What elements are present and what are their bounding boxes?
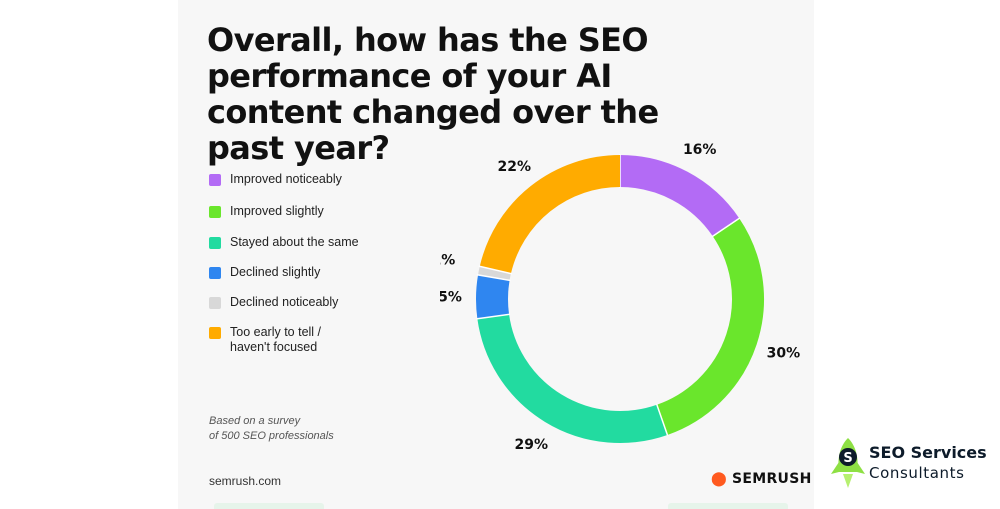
chart-title: Overall, how has the SEO performance of … (207, 21, 659, 167)
semrush-logo: ⬤ SEMRUSH (711, 471, 812, 487)
slice-separator (478, 265, 513, 275)
donut-slice-5 (479, 155, 621, 274)
flame-icon: ⬤ (711, 471, 727, 487)
slice-label-5: 22% (498, 159, 532, 175)
slice-label-4: 1% (440, 253, 455, 269)
legend-swatch (209, 267, 221, 279)
footer-tab (668, 503, 788, 509)
legend-label: Declined noticeably (230, 295, 339, 309)
legend-item-declined-noticeably: Declined noticeably (209, 295, 338, 310)
legend-item-improved-noticeably: Improved noticeably (209, 172, 342, 187)
watermark-line1: SEO Services (869, 443, 987, 462)
legend-swatch (209, 174, 221, 186)
legend-label: Improved noticeably (230, 172, 342, 186)
watermark-line2: Consultants (869, 464, 965, 482)
slice-separator (476, 274, 511, 282)
legend-label: Declined slightly (230, 265, 321, 279)
legend-swatch (209, 327, 221, 339)
donut-slice-0 (619, 155, 740, 237)
legend-label: Stayed about the same (230, 235, 359, 249)
legend-swatch (209, 297, 221, 309)
legend-item-declined-slightly: Declined slightly (209, 265, 320, 280)
footnote-line2: of 500 SEO professionals (209, 430, 334, 442)
svg-text:S: S (843, 451, 852, 466)
donut-slice-4 (478, 266, 511, 281)
source-site: semrush.com (209, 474, 282, 488)
legend-swatch (209, 206, 221, 218)
watermark-text: SEO Services Consultants (869, 443, 987, 483)
legend-swatch (209, 237, 221, 249)
legend-label: Improved slightly (230, 204, 324, 218)
footer-tab (214, 503, 324, 509)
slice-label-0: 16% (683, 142, 717, 158)
rocket-s-icon: S (831, 438, 865, 488)
legend-label-line2: haven't focused (230, 340, 318, 354)
footnote-line1: Based on a survey (209, 415, 301, 427)
legend-item-stayed-same: Stayed about the same (209, 235, 359, 250)
survey-footnote: Based on a survey of 500 SEO professiona… (209, 414, 334, 444)
donut-slice-2 (477, 313, 668, 443)
slice-separator (655, 403, 669, 437)
donut-chart: 16% 30% 29% 5% 1% 22% (440, 142, 800, 453)
legend-item-improved-slightly: Improved slightly (209, 204, 324, 219)
donut-slice-3 (476, 274, 510, 319)
brand-name: SEMRUSH (731, 471, 812, 487)
slice-label-2: 29% (515, 437, 549, 453)
legend-label-line1: Too early to tell / (230, 325, 322, 339)
slice-label-1: 30% (767, 346, 800, 362)
legend-item-too-early: Too early to tell / haven't focused (209, 325, 321, 355)
slice-separator (476, 313, 511, 320)
donut-slice-1 (656, 218, 764, 435)
slice-separator (711, 217, 741, 238)
slice-label-3: 5% (440, 289, 462, 305)
